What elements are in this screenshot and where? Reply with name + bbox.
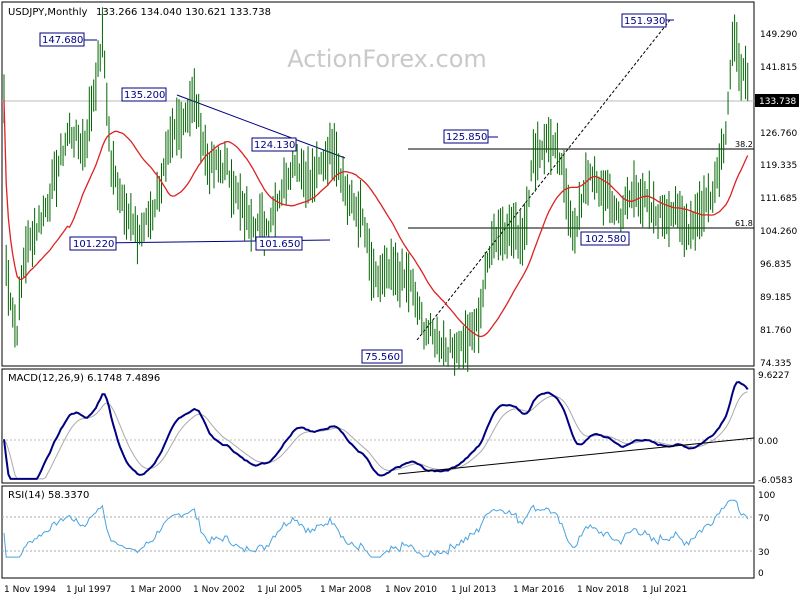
macd-title: MACD(12,26,9) 6.1748 7.4896 xyxy=(8,373,160,384)
fib-38-2-label: 38.2 xyxy=(735,140,753,149)
label-box xyxy=(121,87,167,102)
time-axis: 1 Nov 1994 1 Jul 1997 1 Mar 2000 1 Nov 2… xyxy=(4,585,687,595)
time-label: 1 Nov 2002 xyxy=(193,585,245,595)
dotted-trend-line xyxy=(416,19,671,341)
time-label: 1 Nov 1994 xyxy=(4,585,56,595)
label-box xyxy=(361,349,403,364)
label-box xyxy=(69,236,117,251)
macd-tick-zero: 0.00 xyxy=(758,437,778,447)
rsi-tick-0: 0 xyxy=(758,569,764,579)
rsi-title: RSI(14) 58.3370 xyxy=(8,490,89,501)
time-label: 1 Mar 2008 xyxy=(320,585,372,595)
time-label: 1 Mar 2000 xyxy=(130,585,182,595)
high-label-135: 135.200 xyxy=(124,90,165,101)
rsi-line xyxy=(3,499,749,558)
macd-tick-high: 9.6227 xyxy=(758,371,790,381)
fib-61-8-label: 61.8 xyxy=(735,219,753,228)
price-tick: 89.185 xyxy=(760,293,792,303)
low-label-101-22: 101.220 xyxy=(73,239,114,250)
price-tick: 141.815 xyxy=(760,63,797,73)
rsi-tick-70: 70 xyxy=(758,514,770,524)
price-panel-frame xyxy=(1,1,755,367)
label-box xyxy=(255,236,303,251)
moving-average-line xyxy=(3,100,749,338)
price-annotations: 147.680 135.200 124.130 125.850 151.930 … xyxy=(39,13,674,364)
label-box xyxy=(251,137,297,152)
symbol-label: USDJPY,Monthly xyxy=(8,7,88,18)
rsi-tick-30: 30 xyxy=(758,548,770,558)
time-label: 1 Jul 1997 xyxy=(66,585,111,595)
time-label: 1 Mar 2016 xyxy=(513,585,565,595)
price-tick: 81.760 xyxy=(760,326,792,336)
price-tick: 104.260 xyxy=(760,227,797,237)
price-tick: 119.335 xyxy=(760,161,797,171)
high-label-147: 147.680 xyxy=(42,35,83,46)
rsi-tick-100: 100 xyxy=(758,491,775,501)
price-tick: 111.685 xyxy=(760,194,797,204)
price-bars xyxy=(3,7,749,376)
time-label: 1 Nov 2018 xyxy=(577,585,629,595)
low-label-102: 102.580 xyxy=(585,234,626,245)
rsi-panel-frame xyxy=(1,485,755,579)
time-label: 1 Jul 2013 xyxy=(451,585,496,595)
low-label-101-65: 101.650 xyxy=(259,239,300,250)
price-tick: 126.760 xyxy=(760,129,797,139)
ohlc-values: 133.266 134.040 130.621 133.738 xyxy=(96,7,271,18)
time-label: 1 Nov 2010 xyxy=(385,585,437,595)
macd-main-line xyxy=(3,381,749,480)
price-axis: 149.290 141.815 126.760 119.335 111.685 … xyxy=(760,30,797,369)
low-label-75: 75.560 xyxy=(365,352,400,363)
macd-trend-line xyxy=(397,437,755,475)
label-box xyxy=(39,32,85,47)
time-label: 1 Jul 2005 xyxy=(257,585,302,595)
macd-panel-frame xyxy=(1,368,755,484)
macd-tick-low: -6.0583 xyxy=(758,476,793,486)
macd-signal-line xyxy=(3,391,748,480)
high-label-125: 125.850 xyxy=(446,132,487,143)
price-tick: 149.290 xyxy=(760,30,797,40)
current-price-tag xyxy=(755,94,799,107)
price-tick: 96.835 xyxy=(760,260,792,270)
current-price-value: 133.738 xyxy=(759,97,796,107)
time-label: 1 Jul 2021 xyxy=(642,585,687,595)
high-label-124: 124.130 xyxy=(254,140,295,151)
price-tick: 74.335 xyxy=(760,359,792,369)
watermark: ActionForex.com xyxy=(287,45,487,73)
label-box xyxy=(580,231,630,246)
high-label-151: 151.930 xyxy=(624,16,665,27)
